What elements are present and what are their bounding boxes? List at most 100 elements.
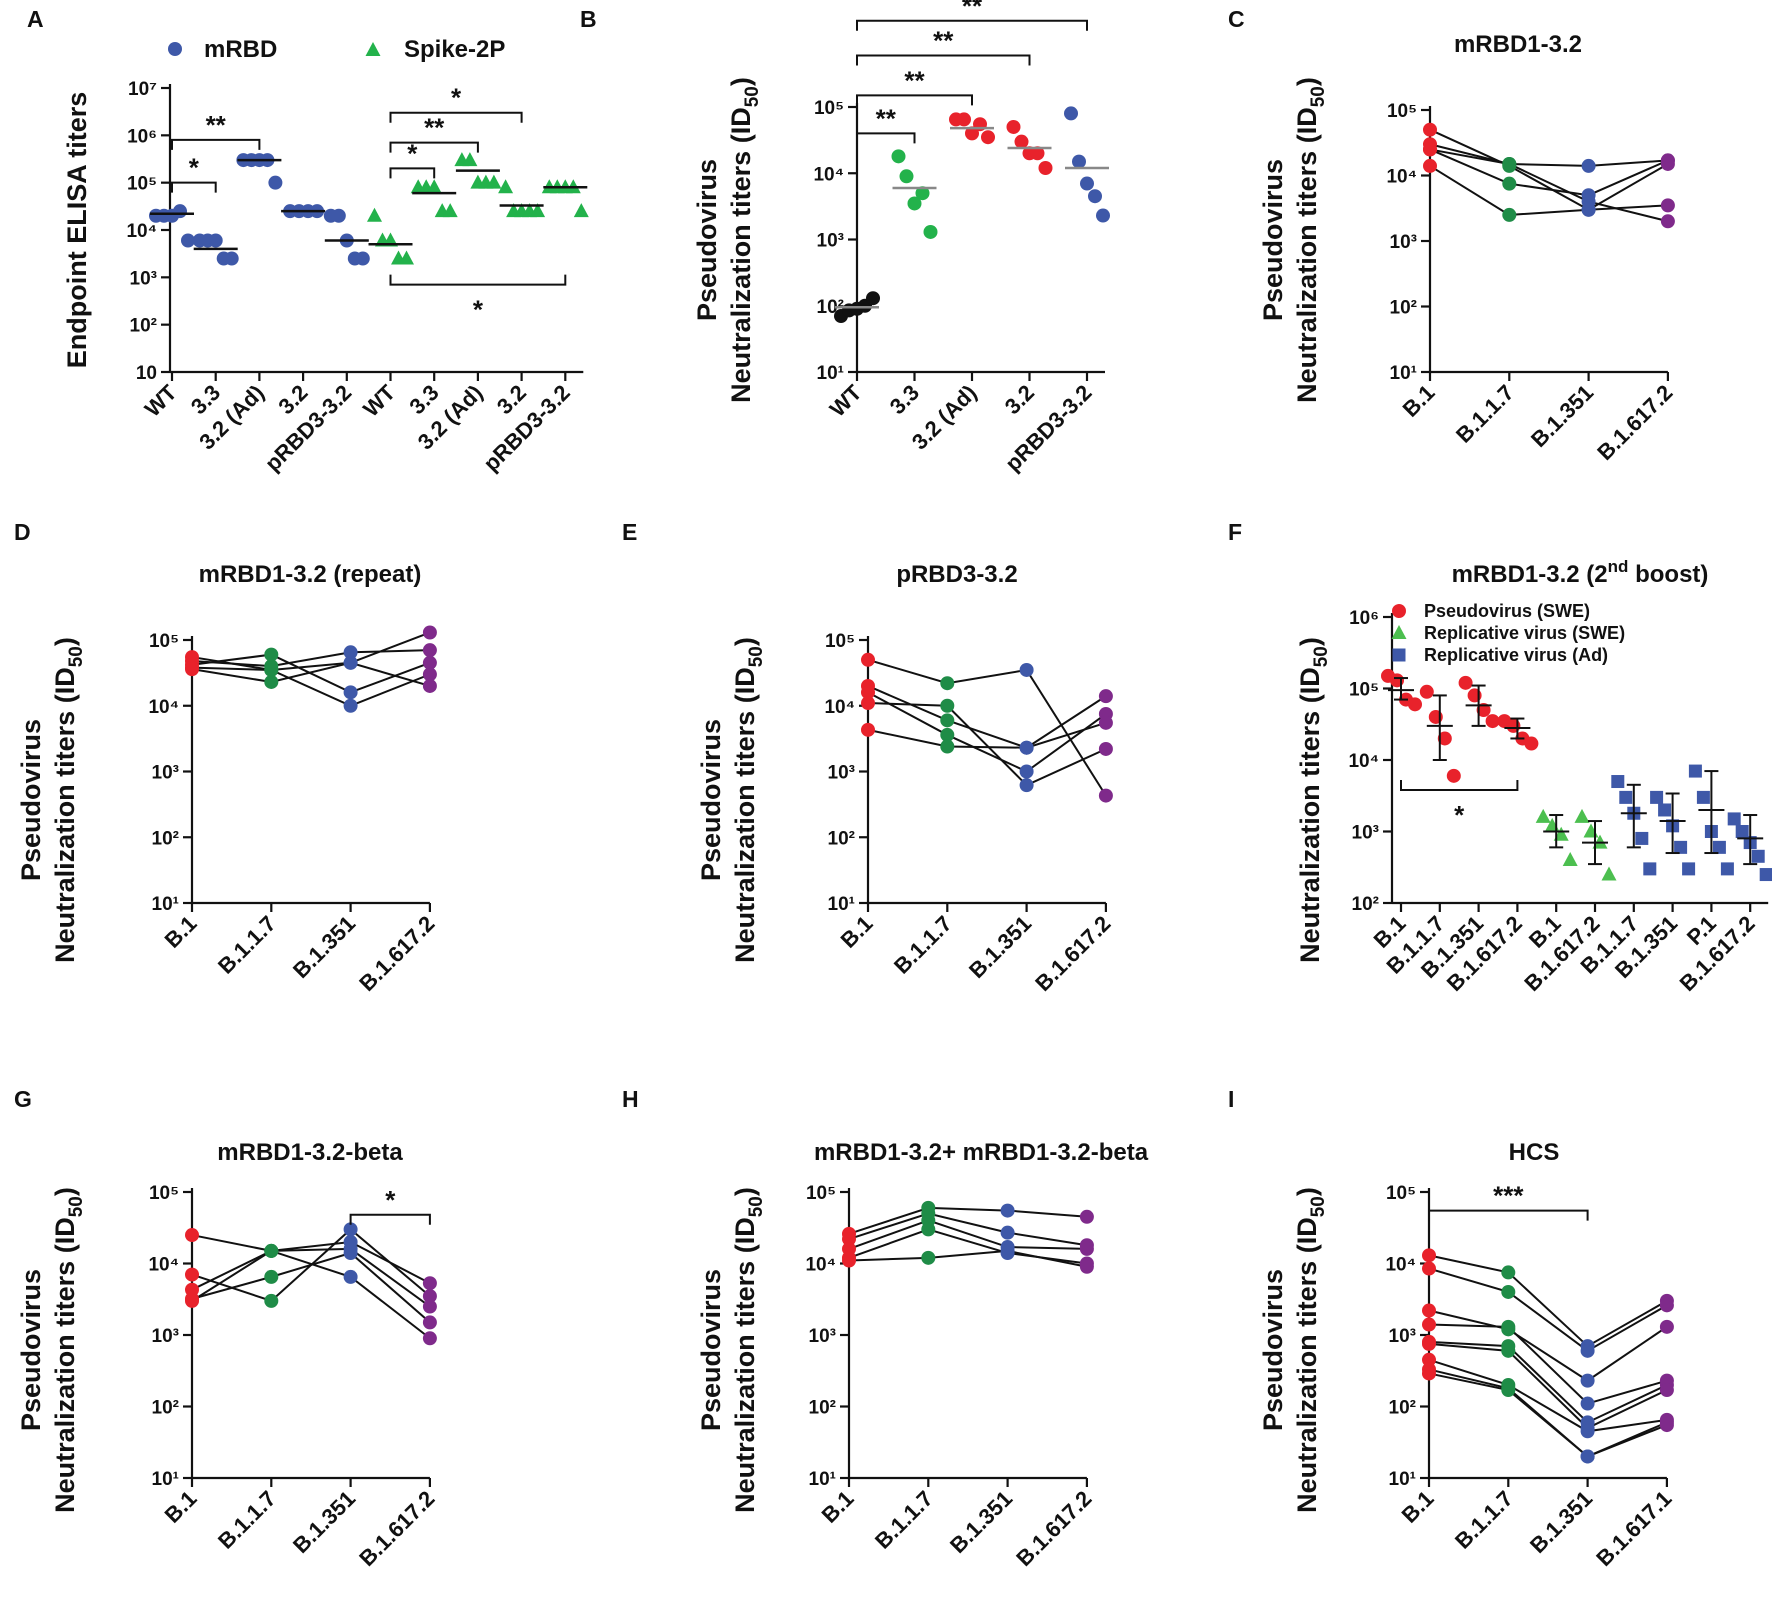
data-point	[891, 149, 906, 164]
series-line	[1428, 1309, 1668, 1382]
data-point	[1064, 106, 1078, 121]
x-tick-label: 3.3	[885, 380, 924, 419]
data-point	[1476, 703, 1491, 718]
data-point	[1659, 1319, 1674, 1334]
x-tick-label: B.1	[1398, 380, 1440, 422]
significance-bracket	[389, 111, 523, 123]
data-point	[422, 1315, 437, 1330]
chart-title: HCS	[1509, 1139, 1560, 1166]
data-point	[1562, 851, 1578, 866]
data-point	[1580, 1396, 1595, 1411]
x-tick-label: B.1.351	[945, 1486, 1017, 1558]
y-tick-label: 10²	[130, 316, 157, 337]
significance-bracket	[856, 54, 1031, 66]
data-point	[264, 1269, 279, 1284]
y-tick-label: 10⁴	[126, 221, 157, 242]
data-point	[921, 1250, 936, 1265]
significance-label: *	[189, 153, 200, 183]
data-point	[1079, 1241, 1094, 1256]
panel-label: C	[1228, 6, 1245, 32]
data-point	[343, 645, 358, 660]
series-line	[1428, 1323, 1668, 1405]
series-line	[1428, 1254, 1668, 1348]
x-tick-label: B.1.617.2	[1011, 1486, 1096, 1571]
y-axis-label: Neutralization titers (ID50)	[730, 637, 767, 963]
data-point	[1659, 1415, 1674, 1430]
data-point	[1446, 768, 1461, 783]
data-point	[842, 1232, 856, 1247]
data-point	[1501, 1319, 1516, 1334]
y-axis-label: Neutralization titers (ID50)	[1295, 637, 1332, 963]
y-tick-label: 10⁴	[1385, 1255, 1416, 1276]
y-tick-label: 10⁵	[1387, 101, 1417, 122]
series-line	[191, 1251, 431, 1324]
data-point	[1423, 122, 1437, 137]
data-point	[422, 667, 437, 682]
significance-bracket	[389, 274, 567, 286]
y-tick-label: 10¹	[809, 1469, 836, 1490]
y-tick-label: 10	[136, 363, 157, 384]
data-point	[861, 696, 875, 711]
y-axis-label: Pseudovirus	[696, 1269, 726, 1431]
series-line	[848, 1212, 1088, 1247]
y-tick-label: 10⁵	[1386, 1183, 1416, 1204]
data-point	[1696, 790, 1710, 804]
x-tick-label: B.1	[160, 911, 202, 953]
y-tick-label: 10²	[1389, 1398, 1416, 1419]
series-line	[1429, 163, 1669, 216]
data-point	[1583, 823, 1599, 838]
x-tick-label: 3.2	[1000, 380, 1039, 419]
legend-marker	[168, 42, 182, 56]
data-point	[573, 203, 589, 218]
y-tick-label: 10⁵	[149, 631, 179, 652]
series-line	[1429, 143, 1669, 223]
y-tick-label: 10²	[1352, 894, 1379, 915]
panel-label: D	[14, 519, 31, 545]
x-tick-label: B.1.1.7	[889, 911, 957, 979]
data-point	[343, 1246, 358, 1261]
data-point	[957, 112, 971, 127]
y-axis-label: Neutralization titers (ID50)	[730, 1187, 767, 1513]
data-point	[1658, 803, 1672, 817]
data-point	[1688, 764, 1702, 778]
y-tick-label: 10¹	[152, 1469, 179, 1490]
y-tick-label: 10³	[817, 231, 844, 252]
data-point	[921, 1222, 936, 1237]
data-point	[1019, 778, 1034, 793]
panel-label: A	[27, 6, 44, 32]
data-point	[1422, 1336, 1436, 1351]
data-point	[1019, 740, 1034, 755]
data-point	[422, 1299, 437, 1314]
y-tick-label: 10²	[828, 828, 855, 849]
significance-bracket	[856, 132, 916, 144]
data-point	[861, 652, 875, 667]
legend-label: Pseudovirus (SWE)	[1424, 601, 1590, 621]
data-point	[1000, 1243, 1015, 1258]
data-point	[1019, 764, 1034, 779]
y-tick-label: 10⁶	[1349, 608, 1379, 629]
x-tick-label: B.1.1.7	[870, 1486, 938, 1554]
y-tick-label: 10¹	[1389, 1469, 1416, 1490]
y-axis-label: Neutralization titers (ID50)	[726, 77, 763, 403]
y-tick-label: 10⁵	[814, 98, 844, 119]
data-point	[1423, 142, 1437, 157]
data-point	[1422, 1317, 1436, 1332]
data-point	[1098, 689, 1113, 704]
data-point	[1000, 1203, 1015, 1218]
chart-title: mRBD1-3.2 (repeat)	[199, 561, 422, 588]
data-point	[367, 207, 382, 222]
data-point	[1581, 158, 1596, 173]
data-point	[343, 698, 358, 713]
significance-label: *	[473, 295, 484, 325]
significance-label: **	[876, 103, 897, 133]
x-tick-label: B.1.617.2	[1030, 911, 1115, 996]
data-point	[940, 698, 955, 713]
data-point	[1000, 1225, 1015, 1240]
data-point	[486, 174, 502, 189]
y-tick-label: 10⁴	[1348, 751, 1379, 772]
y-axis-label: Pseudovirus	[16, 1269, 46, 1431]
y-axis-label: Neutralization titers (ID50)	[1292, 77, 1329, 403]
significance-label: **	[424, 113, 445, 143]
y-tick-label: 10³	[130, 268, 157, 289]
